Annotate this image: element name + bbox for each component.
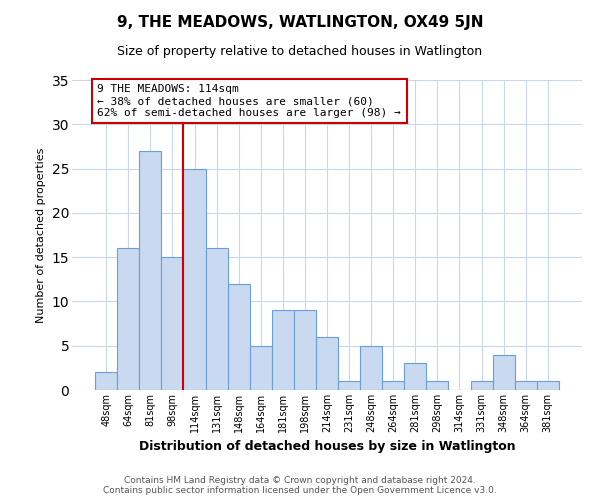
Bar bbox=[382, 381, 404, 390]
Bar bbox=[95, 372, 117, 390]
Bar bbox=[427, 381, 448, 390]
Bar bbox=[227, 284, 250, 390]
Bar bbox=[316, 337, 338, 390]
Bar bbox=[360, 346, 382, 390]
Text: Size of property relative to detached houses in Watlington: Size of property relative to detached ho… bbox=[118, 45, 482, 58]
Y-axis label: Number of detached properties: Number of detached properties bbox=[36, 148, 46, 322]
Bar bbox=[161, 257, 184, 390]
Bar bbox=[537, 381, 559, 390]
Text: Contains HM Land Registry data © Crown copyright and database right 2024.
Contai: Contains HM Land Registry data © Crown c… bbox=[103, 476, 497, 495]
Text: 9 THE MEADOWS: 114sqm
← 38% of detached houses are smaller (60)
62% of semi-deta: 9 THE MEADOWS: 114sqm ← 38% of detached … bbox=[97, 84, 401, 117]
Bar bbox=[470, 381, 493, 390]
Text: 9, THE MEADOWS, WATLINGTON, OX49 5JN: 9, THE MEADOWS, WATLINGTON, OX49 5JN bbox=[117, 15, 483, 30]
Bar bbox=[338, 381, 360, 390]
Bar bbox=[493, 354, 515, 390]
Bar bbox=[294, 310, 316, 390]
Bar bbox=[272, 310, 294, 390]
Bar bbox=[515, 381, 537, 390]
Bar bbox=[404, 364, 427, 390]
Bar bbox=[184, 168, 206, 390]
Bar bbox=[250, 346, 272, 390]
Bar bbox=[206, 248, 227, 390]
Bar bbox=[139, 151, 161, 390]
X-axis label: Distribution of detached houses by size in Watlington: Distribution of detached houses by size … bbox=[139, 440, 515, 454]
Bar bbox=[117, 248, 139, 390]
